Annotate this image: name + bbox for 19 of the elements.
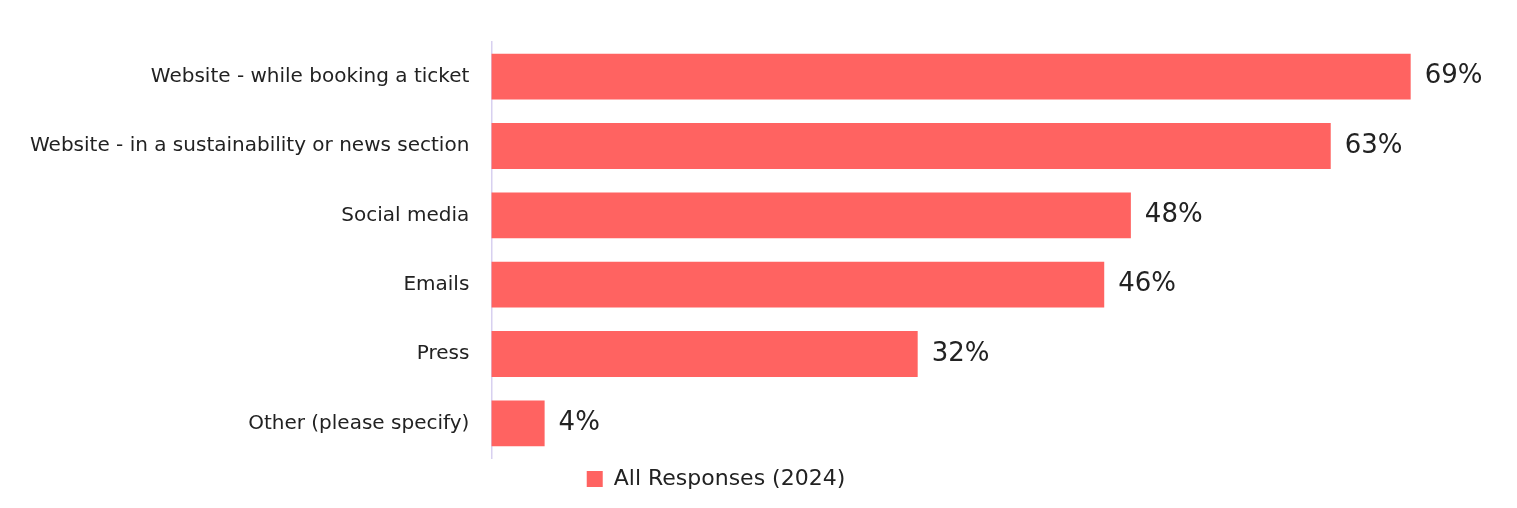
legend-label: All Responses (2024) — [613, 464, 846, 490]
bar — [491, 123, 1331, 169]
data-label: 48% — [1144, 198, 1203, 229]
data-label: 69% — [1424, 59, 1483, 90]
bar — [491, 331, 918, 377]
bar — [491, 400, 545, 447]
data-label: 46% — [1118, 267, 1177, 298]
bar — [491, 53, 1411, 100]
y-tick-label: Social media — [341, 201, 470, 226]
bar — [491, 261, 1105, 308]
y-tick-label: Website - while booking a ticket — [150, 62, 470, 87]
data-label: 32% — [931, 336, 990, 367]
bar — [491, 192, 1131, 239]
y-tick-label: Emails — [403, 270, 470, 295]
y-tick-label: Press — [416, 340, 470, 365]
y-tick-label: Other (please specify) — [248, 409, 470, 434]
data-label: 4% — [558, 406, 600, 437]
data-label: 63% — [1344, 128, 1403, 159]
y-tick-label: Website - in a sustainability or news section — [30, 132, 470, 157]
